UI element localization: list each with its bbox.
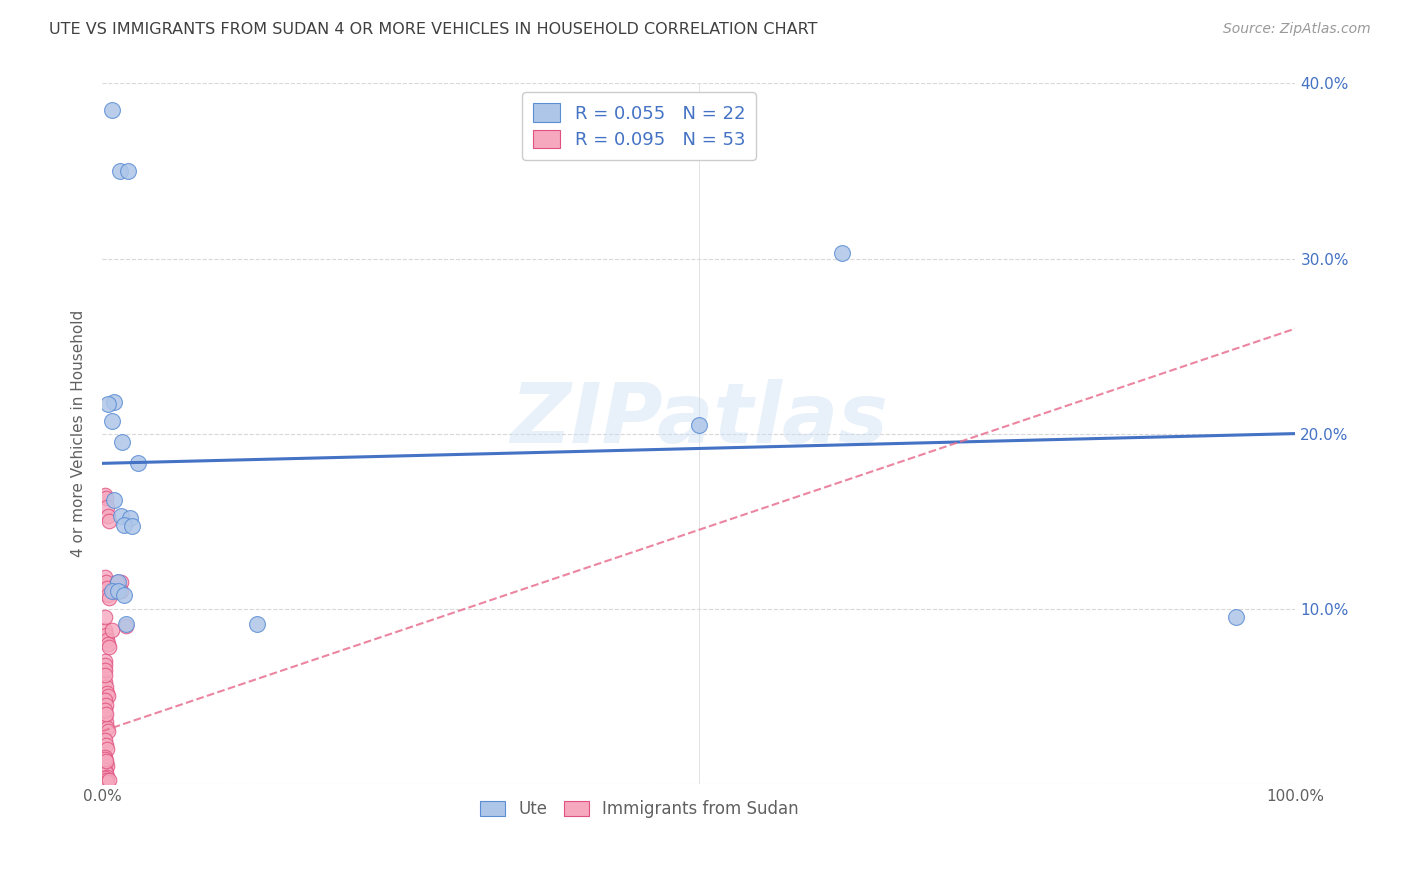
Point [100, 584, 122, 599]
Point [94, 754, 117, 768]
Point [97, 588, 120, 602]
Point [94, 706, 117, 721]
Point [93, 570, 115, 584]
Point [93, 623, 115, 637]
Point [97, 689, 120, 703]
Point [105, 575, 128, 590]
Point [94, 715, 117, 730]
Point [93, 657, 115, 672]
Point [94, 738, 117, 752]
Point [110, 575, 132, 590]
Point [94, 756, 117, 770]
Point [117, 164, 139, 178]
Point [94, 766, 117, 780]
Point [93, 703, 115, 717]
Point [97, 508, 120, 523]
Point [93, 752, 115, 766]
Point [96, 500, 118, 515]
Text: Source: ZipAtlas.com: Source: ZipAtlas.com [1223, 22, 1371, 37]
Point [96, 686, 118, 700]
Point [96, 721, 118, 735]
Point [96, 633, 118, 648]
Point [93, 488, 115, 502]
Point [112, 588, 135, 602]
Point [93, 750, 115, 764]
Point [97, 397, 120, 411]
Point [110, 584, 132, 599]
Point [96, 581, 118, 595]
Point [93, 733, 115, 747]
Point [93, 663, 115, 677]
Legend: Ute, Immigrants from Sudan: Ute, Immigrants from Sudan [472, 793, 806, 824]
Point [96, 775, 118, 789]
Point [115, 617, 138, 632]
Point [98, 640, 121, 655]
Point [98, 514, 121, 528]
Point [118, 510, 141, 524]
Point [121, 519, 143, 533]
Point [97, 724, 120, 739]
Point [93, 763, 115, 777]
Point [97, 637, 120, 651]
Point [1225, 610, 1247, 624]
Point [100, 103, 122, 117]
Y-axis label: 4 or more Vehicles in Household: 4 or more Vehicles in Household [72, 310, 86, 558]
Point [831, 246, 853, 260]
Point [94, 698, 117, 712]
Point [94, 628, 117, 642]
Point [107, 584, 129, 599]
Point [100, 623, 122, 637]
Point [96, 770, 118, 784]
Point [94, 491, 117, 506]
Point [96, 741, 118, 756]
Point [127, 456, 149, 470]
Point [93, 675, 115, 690]
Point [110, 508, 132, 523]
Point [111, 435, 134, 450]
Point [93, 610, 115, 624]
Point [688, 417, 710, 432]
Point [94, 681, 117, 695]
Point [96, 759, 118, 773]
Point [93, 710, 115, 724]
Point [94, 773, 117, 788]
Point [93, 692, 115, 706]
Point [93, 654, 115, 668]
Text: ZIPatlas: ZIPatlas [510, 379, 887, 460]
Point [112, 517, 135, 532]
Point [93, 772, 115, 786]
Point [94, 575, 117, 590]
Point [108, 164, 131, 178]
Point [98, 773, 121, 788]
Point [103, 493, 125, 508]
Point [103, 395, 125, 409]
Point [246, 617, 269, 632]
Point [98, 591, 121, 606]
Point [93, 668, 115, 682]
Point [115, 619, 138, 633]
Point [107, 575, 129, 590]
Point [100, 414, 122, 428]
Text: UTE VS IMMIGRANTS FROM SUDAN 4 OR MORE VEHICLES IN HOUSEHOLD CORRELATION CHART: UTE VS IMMIGRANTS FROM SUDAN 4 OR MORE V… [49, 22, 818, 37]
Point [103, 584, 125, 599]
